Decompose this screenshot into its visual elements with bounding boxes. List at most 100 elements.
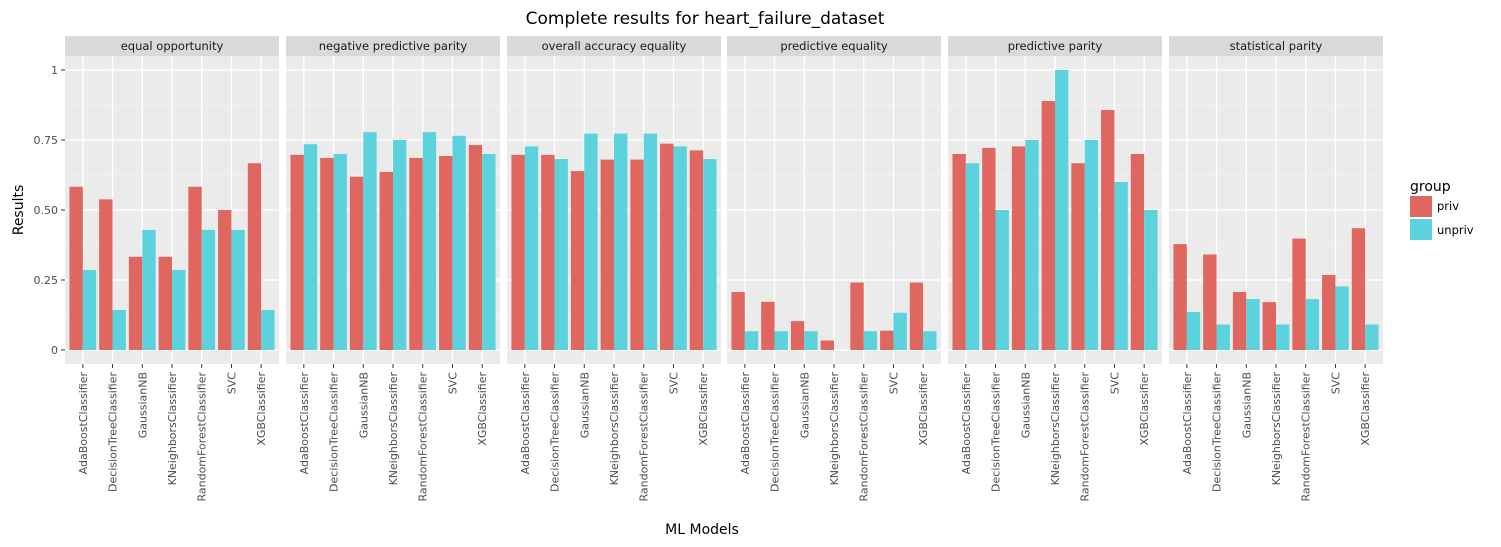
bar-unpriv-decisiontreeclassifier <box>112 309 126 350</box>
x-tick-label: KNeighborsClassifier <box>1049 372 1062 486</box>
bar-priv-kneighborsclassifier <box>379 171 393 350</box>
facet-strip-label: predictive equality <box>780 39 888 53</box>
facet-strip-label: predictive parity <box>1008 39 1103 53</box>
bar-unpriv-randomforestclassifier <box>643 133 658 350</box>
bar-unpriv-xgbclassifier <box>482 154 496 350</box>
x-tick-label: RandomForestClassifier <box>858 372 871 502</box>
facet-strip-label: statistical parity <box>1230 39 1323 53</box>
bar-priv-gaussiannb <box>128 256 143 350</box>
bar-priv-gaussiannb <box>349 176 364 350</box>
x-tick-label: SVC <box>225 372 238 395</box>
legend-label-priv: priv <box>1437 199 1459 213</box>
bar-unpriv-adaboostclassifier <box>965 163 980 350</box>
x-tick-label: GaussianNB <box>1240 372 1253 438</box>
x-tick-label: DecisionTreeClassifier <box>990 372 1003 492</box>
y-tick-label: 0.75 <box>34 134 59 147</box>
bar-priv-xgbclassifier <box>909 282 924 350</box>
facet-strip <box>1169 36 1383 56</box>
x-tick-label: XGBClassifier <box>697 372 710 446</box>
bar-priv-kneighborsclassifier <box>1041 101 1055 350</box>
bar-unpriv-kneighborsclassifier <box>1055 70 1069 350</box>
bar-unpriv-xgbclassifier <box>703 159 717 350</box>
x-tick-label: AdaBoostClassifier <box>298 372 311 475</box>
x-tick-label: RandomForestClassifier <box>417 372 430 502</box>
x-tick-label: XGBClassifier <box>1359 372 1372 446</box>
bar-priv-svc <box>660 143 674 350</box>
x-tick-label: XGBClassifier <box>917 372 930 446</box>
x-tick-label: AdaBoostClassifier <box>960 372 973 475</box>
facet-overall-accuracy-equality: overall accuracy equality AdaBoostClassif… <box>507 36 721 502</box>
bar-unpriv-svc <box>673 146 687 350</box>
bar-priv-gaussiannb <box>790 321 805 350</box>
bar-priv-kneighborsclassifier <box>820 340 834 350</box>
y-axis-title: Results <box>11 185 27 236</box>
facet-strip-label: negative predictive parity <box>319 39 468 53</box>
bar-priv-randomforestclassifier <box>188 186 202 350</box>
bar-unpriv-randomforestclassifier <box>422 132 437 350</box>
legend-title: group <box>1410 179 1451 195</box>
bar-unpriv-decisiontreeclassifier <box>774 331 788 350</box>
x-axis-title: ML Models <box>665 522 739 538</box>
x-tick-label: RandomForestClassifier <box>1079 372 1092 502</box>
bar-unpriv-adaboostclassifier <box>303 144 318 350</box>
bar-priv-svc <box>1322 274 1336 350</box>
bar-unpriv-xgbclassifier <box>923 331 937 350</box>
facet-strip-label: overall accuracy equality <box>542 39 687 53</box>
legend-label-unpriv: unpriv <box>1437 223 1474 237</box>
bar-unpriv-adaboostclassifier <box>1186 311 1201 350</box>
bar-priv-gaussiannb <box>1232 292 1247 350</box>
x-tick-label: AdaBoostClassifier <box>739 372 752 475</box>
x-tick-label: RandomForestClassifier <box>638 372 651 502</box>
x-tick-label: SVC <box>1108 372 1121 395</box>
x-tick-label: AdaBoostClassifier <box>1181 372 1194 475</box>
bar-unpriv-decisiontreeclassifier <box>995 210 1009 350</box>
bar-priv-svc <box>439 155 453 350</box>
x-tick-label: XGBClassifier <box>255 372 268 446</box>
bar-priv-gaussiannb <box>1011 146 1026 350</box>
x-tick-label: KNeighborsClassifier <box>1270 372 1283 486</box>
bar-unpriv-randomforestclassifier <box>1084 140 1099 350</box>
x-tick-label: GaussianNB <box>357 372 370 438</box>
bar-unpriv-xgbclassifier <box>261 309 275 350</box>
bar-priv-decisiontreeclassifier <box>982 147 996 350</box>
bar-priv-decisiontreeclassifier <box>99 199 113 350</box>
bar-unpriv-decisiontreeclassifier <box>1216 324 1230 350</box>
bar-priv-adaboostclassifier <box>1173 244 1187 350</box>
bar-unpriv-svc <box>1114 182 1128 350</box>
x-tick-label: DecisionTreeClassifier <box>549 372 562 492</box>
bar-unpriv-gaussiannb <box>363 132 377 350</box>
legend-swatch-unpriv <box>1410 219 1432 240</box>
bar-priv-decisiontreeclassifier <box>541 154 555 350</box>
bar-priv-adaboostclassifier <box>511 154 525 350</box>
bar-priv-decisiontreeclassifier <box>1203 254 1217 350</box>
bar-priv-adaboostclassifier <box>69 186 83 350</box>
bar-unpriv-gaussiannb <box>142 229 156 350</box>
bar-unpriv-gaussiannb <box>804 331 818 350</box>
bar-priv-randomforestclassifier <box>850 282 864 350</box>
facet-predictive-equality: predictive equality AdaBoostClassifier Dec… <box>727 36 941 502</box>
y-tick-label: 0 <box>51 344 58 357</box>
bar-priv-adaboostclassifier <box>952 154 966 350</box>
y-tick-label: 0.50 <box>34 204 59 217</box>
x-tick-label: XGBClassifier <box>1138 372 1151 446</box>
bar-unpriv-decisiontreeclassifier <box>333 154 347 350</box>
chart-title: Complete results for heart_failure_datas… <box>526 9 885 29</box>
x-tick-label: GaussianNB <box>1019 372 1032 438</box>
facet-panels: 0 0.25 0.50 0.75 1 equal opportunity AdaBoostC… <box>34 36 1383 502</box>
bar-unpriv-kneighborsclassifier <box>172 269 186 350</box>
bar-priv-randomforestclassifier <box>630 159 644 350</box>
x-tick-label: XGBClassifier <box>476 372 489 446</box>
x-tick-label: DecisionTreeClassifier <box>769 372 782 492</box>
y-tick-label: 0.25 <box>34 274 59 287</box>
x-tick-label: KNeighborsClassifier <box>608 372 621 486</box>
x-tick-label: SVC <box>1329 372 1342 395</box>
x-tick-label: AdaBoostClassifier <box>77 372 90 475</box>
facet-strip <box>948 36 1162 56</box>
x-tick-label: RandomForestClassifier <box>1300 372 1313 502</box>
facet-statistical-parity: statistical parity AdaBoostClassifier Deci… <box>1169 36 1383 502</box>
facet-strip <box>286 36 500 56</box>
facet-strip <box>727 36 941 56</box>
bar-unpriv-xgbclassifier <box>1144 210 1158 350</box>
bar-unpriv-svc <box>231 229 245 350</box>
